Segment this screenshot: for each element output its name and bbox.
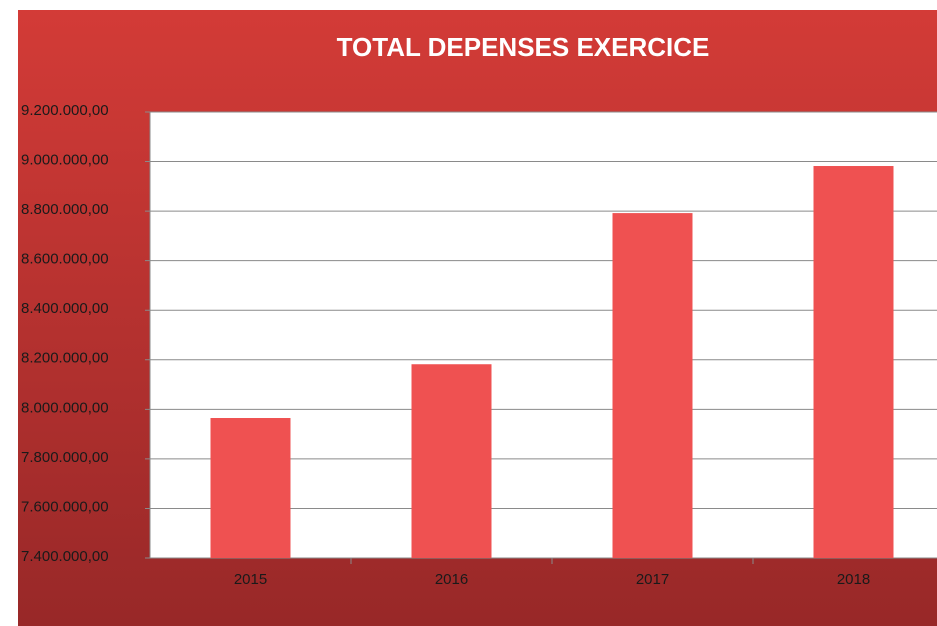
- y-tick-label: 8.000.000,00: [21, 399, 109, 416]
- y-tick-label: 7.600.000,00: [21, 498, 109, 515]
- bar: [813, 166, 894, 558]
- y-tick-label: 8.600.000,00: [21, 251, 109, 268]
- x-tick-label: 2016: [435, 571, 468, 588]
- x-tick-label: 2015: [234, 571, 267, 588]
- y-tick-label: 7.400.000,00: [21, 548, 109, 565]
- y-tick-label: 9.200.000,00: [21, 102, 109, 119]
- y-tick-label: 9.000.000,00: [21, 152, 109, 169]
- chart-title: TOTAL DEPENSES EXERCICE: [337, 32, 710, 62]
- bar: [411, 364, 492, 558]
- y-tick-label: 8.200.000,00: [21, 350, 109, 367]
- y-tick-label: 7.800.000,00: [21, 449, 109, 466]
- bar: [612, 213, 693, 559]
- bar: [210, 418, 291, 558]
- x-tick-label: 2018: [837, 571, 870, 588]
- y-tick-label: 8.800.000,00: [21, 201, 109, 218]
- y-tick-label: 8.400.000,00: [21, 300, 109, 317]
- x-tick-label: 2017: [636, 571, 669, 588]
